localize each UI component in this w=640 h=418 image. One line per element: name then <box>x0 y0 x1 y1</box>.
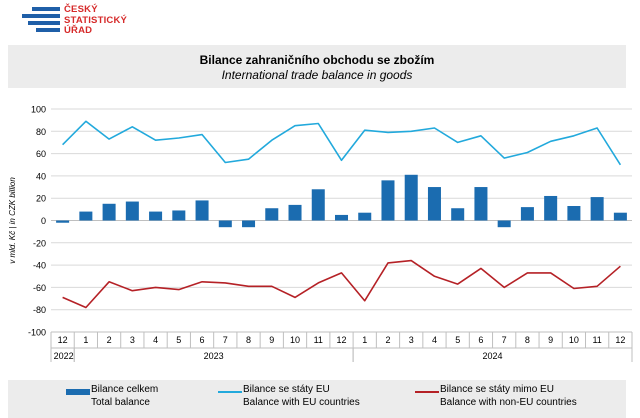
x-tick-label: 11 <box>314 335 323 345</box>
legend-swatch-eu <box>218 391 242 393</box>
legend-total-cz: Bilance celkem <box>91 384 159 395</box>
logo: ČESKÝ STATISTICKÝ ÚŘAD <box>22 4 132 39</box>
x-tick-label: 7 <box>502 335 507 345</box>
legend-eu-cz: Bilance se státy EU <box>243 384 330 395</box>
bar-total <box>497 220 511 228</box>
bar-total <box>451 208 465 221</box>
x-tick-label: 11 <box>592 335 601 345</box>
bar-total <box>544 195 558 221</box>
bar-total <box>613 212 627 221</box>
bar-total <box>474 187 488 221</box>
logo-stripe <box>28 21 60 25</box>
bar-total <box>334 214 349 221</box>
bar-total <box>567 206 581 221</box>
series-line-eu <box>62 120 622 166</box>
bar-total <box>125 201 139 221</box>
x-tick-label: 2 <box>385 335 390 345</box>
bar-total <box>265 208 279 221</box>
series-line-non-eu <box>62 259 621 309</box>
year-label: 2022 <box>54 351 74 361</box>
y-tick-label: -20 <box>33 238 46 248</box>
bar-total <box>311 189 325 221</box>
chart-subtitle: International trade balance in goods <box>221 68 413 82</box>
x-tick-label: 6 <box>478 335 483 345</box>
y-tick-label: -40 <box>33 261 46 271</box>
chart-plot: 100 80 60 40 20 0 -20 -40 -60 -80 -100 v mld. Kč | … <box>8 105 633 362</box>
legend-label-non-eu: Bilance se státy mimo EU Balance with no… <box>440 384 577 409</box>
legend: Bilance celkem Total balance Bilance se … <box>8 380 626 418</box>
legend-non-eu-en: Balance with non-EU countries <box>440 396 577 408</box>
y-tick-label: 40 <box>36 171 46 181</box>
x-tick-label: 10 <box>569 335 579 345</box>
bar-total <box>172 210 186 221</box>
bar-total <box>288 204 302 221</box>
y-tick-label: 60 <box>36 149 46 159</box>
bar-total <box>358 212 372 221</box>
y-axis-title: v mld. Kč | in CZK billion <box>8 177 17 264</box>
chart-title: Bilance zahraničního obchodu se zbožím <box>199 53 435 67</box>
bar-total <box>427 187 441 221</box>
logo-line-2: STATISTICKÝ <box>64 14 128 26</box>
x-tick-label: 9 <box>548 335 553 345</box>
x-tick-label: 3 <box>409 335 414 345</box>
logo-line-3: ÚŘAD <box>64 25 93 36</box>
legend-swatch-non-eu <box>415 391 439 393</box>
x-tick-label: 8 <box>525 335 530 345</box>
logo-stripe <box>22 14 60 18</box>
logo-stripe <box>36 28 60 32</box>
bar-total <box>520 207 534 221</box>
chart-title-box: Bilance zahraničního obchodu se zbožím I… <box>8 45 626 88</box>
legend-non-eu-cz: Bilance se státy mimo EU <box>440 384 554 395</box>
bar-total <box>242 220 256 228</box>
logo-line-1: ČESKÝ <box>64 4 98 15</box>
bar-total <box>102 203 116 221</box>
x-tick-label: 1 <box>83 335 88 345</box>
bar-total <box>149 211 163 221</box>
x-tick-label: 8 <box>246 335 251 345</box>
legend-label-eu: Bilance se státy EU Balance with EU coun… <box>243 384 360 409</box>
bar-total <box>381 180 395 221</box>
legend-total-en: Total balance <box>91 396 150 408</box>
x-tick-label: 9 <box>269 335 274 345</box>
bar-total <box>195 200 209 221</box>
y-tick-label: -100 <box>28 328 46 338</box>
bar-total <box>218 220 232 228</box>
x-tick-label: 2 <box>107 335 112 345</box>
legend-eu-en: Balance with EU countries <box>243 396 360 408</box>
x-tick-label: 12 <box>336 335 346 345</box>
y-tick-label: -80 <box>33 305 46 315</box>
x-tick-label: 6 <box>200 335 205 345</box>
logo-stripe <box>32 7 60 11</box>
x-tick-label: 1 <box>362 335 367 345</box>
x-tick-label: 5 <box>455 335 460 345</box>
legend-label-total: Bilance celkem Total balance <box>91 384 158 409</box>
x-tick-label: 4 <box>432 335 437 345</box>
bar-total <box>56 220 70 223</box>
x-tick-label: 5 <box>176 335 181 345</box>
x-tick-label: 7 <box>223 335 228 345</box>
y-tick-label: 80 <box>36 127 46 137</box>
legend-swatch-total <box>66 389 90 395</box>
x-tick-label: 12 <box>615 335 625 345</box>
year-label: 2024 <box>483 351 503 361</box>
y-tick-label: 20 <box>36 194 46 204</box>
x-tick-label: 3 <box>130 335 135 345</box>
x-tick-label: 12 <box>58 335 68 345</box>
y-tick-label: 100 <box>31 105 46 115</box>
year-label: 2023 <box>204 351 224 361</box>
bar-total <box>404 174 418 221</box>
y-tick-label: 0 <box>41 216 46 226</box>
logo-text: ČESKÝ STATISTICKÝ ÚŘAD <box>64 4 128 37</box>
x-tick-label: 10 <box>290 335 300 345</box>
y-tick-label: -60 <box>33 283 46 293</box>
x-tick-label: 4 <box>153 335 158 345</box>
bar-total <box>79 211 93 221</box>
bar-total <box>590 197 604 221</box>
